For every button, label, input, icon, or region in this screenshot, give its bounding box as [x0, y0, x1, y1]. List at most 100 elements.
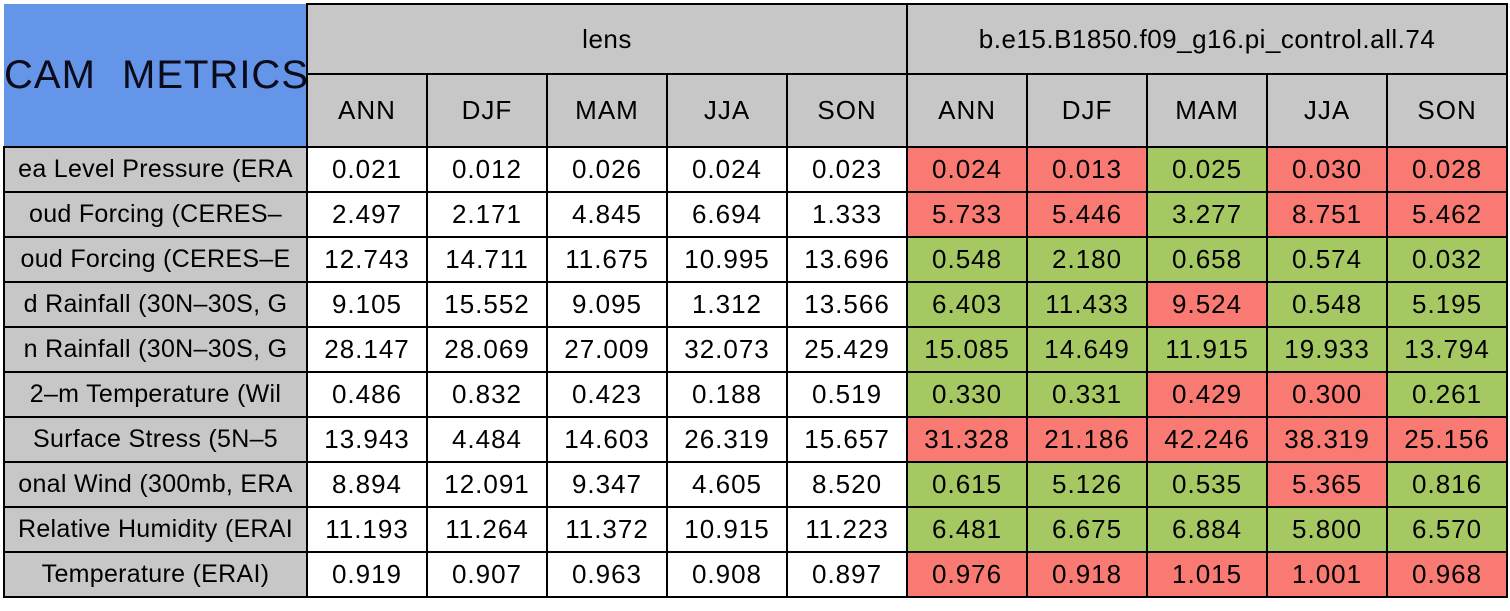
value-cell-control: 0.658 — [1146, 236, 1269, 283]
season-header: MAM — [546, 73, 668, 148]
value-cell-control: 0.025 — [1146, 146, 1269, 193]
value-cell-control: 0.032 — [1386, 236, 1509, 283]
season-header: JJA — [1266, 73, 1389, 148]
value-cell-control: 6.884 — [1146, 506, 1269, 553]
value-cell-control: 1.001 — [1266, 551, 1389, 598]
season-header-row: ANN DJF MAM JJA SON ANN DJF MAM JJA SON — [4, 73, 1509, 148]
row-label: Temperature (ERAI) — [3, 551, 308, 598]
value-cell-lens: 0.026 — [546, 146, 668, 193]
value-cell-lens: 11.264 — [426, 506, 548, 553]
value-cell-lens: 0.963 — [546, 551, 668, 598]
value-cell-lens: 0.907 — [426, 551, 548, 598]
value-cell-control: 5.800 — [1266, 506, 1389, 553]
season-header: SON — [1386, 73, 1509, 148]
value-cell-lens: 8.894 — [306, 461, 428, 508]
row-label: Relative Humidity (ERAI — [3, 506, 308, 553]
value-cell-lens: 14.603 — [546, 416, 668, 463]
value-cell-control: 0.968 — [1386, 551, 1509, 598]
value-cell-lens: 4.845 — [546, 191, 668, 238]
value-cell-lens: 0.188 — [666, 371, 788, 418]
row-label: oud Forcing (CERES– — [3, 191, 308, 238]
value-cell-control: 15.085 — [906, 326, 1029, 373]
value-cell-lens: 0.908 — [666, 551, 788, 598]
value-cell-control: 19.933 — [1266, 326, 1389, 373]
value-cell-control: 0.615 — [906, 461, 1029, 508]
table-row: Temperature (ERAI) 0.919 0.907 0.963 0.908 0.… — [3, 551, 1509, 598]
value-cell-control: 0.331 — [1026, 371, 1149, 418]
value-cell-control: 0.548 — [1266, 281, 1389, 328]
value-cell-control: 5.446 — [1026, 191, 1149, 238]
value-cell-control: 0.013 — [1026, 146, 1149, 193]
season-header: SON — [785, 73, 909, 148]
value-cell-lens: 0.486 — [306, 371, 428, 418]
value-cell-lens: 15.552 — [426, 281, 548, 328]
value-cell-lens: 13.566 — [785, 281, 909, 328]
value-cell-lens: 0.024 — [666, 146, 788, 193]
value-cell-lens: 11.193 — [306, 506, 428, 553]
value-cell-lens: 0.021 — [306, 146, 428, 193]
value-cell-lens: 9.347 — [546, 461, 668, 508]
value-cell-lens: 0.423 — [546, 371, 668, 418]
table-row: n Rainfall (30N–30S, G 28.147 28.069 27.009… — [3, 326, 1509, 373]
value-cell-lens: 13.696 — [785, 236, 909, 283]
season-header: MAM — [1146, 73, 1269, 148]
value-cell-control: 0.030 — [1266, 146, 1389, 193]
cam-metrics-table: CAM METRICS lens b.e15.B1850.f09_g16.pi_… — [3, 3, 1509, 598]
value-cell-control: 0.548 — [906, 236, 1029, 283]
value-cell-lens: 9.095 — [546, 281, 668, 328]
value-cell-lens: 32.073 — [666, 326, 788, 373]
value-cell-control: 2.180 — [1026, 236, 1149, 283]
row-label: oud Forcing (CERES–E — [3, 236, 308, 283]
value-cell-control: 6.403 — [906, 281, 1029, 328]
value-cell-control: 8.751 — [1266, 191, 1389, 238]
value-cell-lens: 0.012 — [426, 146, 548, 193]
value-cell-lens: 26.319 — [666, 416, 788, 463]
value-cell-control: 11.433 — [1026, 281, 1149, 328]
value-cell-lens: 0.519 — [785, 371, 909, 418]
row-label: n Rainfall (30N–30S, G — [3, 326, 308, 373]
value-cell-lens: 0.023 — [785, 146, 909, 193]
value-cell-control: 0.918 — [1026, 551, 1149, 598]
table-row: Relative Humidity (ERAI 11.193 11.264 11.37… — [3, 506, 1509, 553]
row-label: d Rainfall (30N–30S, G — [3, 281, 308, 328]
row-label: 2–m Temperature (Wil — [3, 371, 308, 418]
value-cell-lens: 15.657 — [785, 416, 909, 463]
value-cell-control: 6.570 — [1386, 506, 1509, 553]
value-cell-control: 38.319 — [1266, 416, 1389, 463]
value-cell-lens: 25.429 — [785, 326, 909, 373]
season-header: DJF — [1026, 73, 1149, 148]
value-cell-lens: 13.943 — [306, 416, 428, 463]
value-cell-lens: 12.743 — [306, 236, 428, 283]
value-cell-lens: 14.711 — [426, 236, 548, 283]
value-cell-lens: 0.832 — [426, 371, 548, 418]
value-cell-lens: 2.171 — [426, 191, 548, 238]
season-header: JJA — [666, 73, 788, 148]
value-cell-lens: 1.333 — [785, 191, 909, 238]
value-cell-lens: 10.915 — [666, 506, 788, 553]
value-cell-lens: 9.105 — [306, 281, 428, 328]
table-row: oud Forcing (CERES– 2.497 2.171 4.845 6.694 1… — [3, 191, 1509, 238]
table-row: Surface Stress (5N–5 13.943 4.484 14.603 26.… — [3, 416, 1509, 463]
value-cell-lens: 1.312 — [666, 281, 788, 328]
value-cell-control: 5.195 — [1386, 281, 1509, 328]
value-cell-lens: 8.520 — [785, 461, 909, 508]
value-cell-control: 6.481 — [906, 506, 1029, 553]
value-cell-control: 0.330 — [906, 371, 1029, 418]
value-cell-control: 5.126 — [1026, 461, 1149, 508]
value-cell-control: 0.816 — [1386, 461, 1509, 508]
table-row: onal Wind (300mb, ERA 8.894 12.091 9.347 4.6… — [3, 461, 1509, 508]
value-cell-control: 9.524 — [1146, 281, 1269, 328]
row-label: ea Level Pressure (ERA — [3, 146, 308, 193]
value-cell-control: 25.156 — [1386, 416, 1509, 463]
value-cell-control: 42.246 — [1146, 416, 1269, 463]
table-row: oud Forcing (CERES–E 12.743 14.711 11.675 10… — [3, 236, 1509, 283]
value-cell-control: 0.535 — [1146, 461, 1269, 508]
value-cell-lens: 2.497 — [306, 191, 428, 238]
group-header-lens: lens — [305, 3, 909, 75]
value-cell-control: 0.024 — [906, 146, 1029, 193]
group-header-control-run: b.e15.B1850.f09_g16.pi_control.all.74 — [906, 3, 1509, 75]
value-cell-lens: 0.919 — [306, 551, 428, 598]
value-cell-lens: 11.675 — [546, 236, 668, 283]
season-header: ANN — [306, 73, 428, 148]
